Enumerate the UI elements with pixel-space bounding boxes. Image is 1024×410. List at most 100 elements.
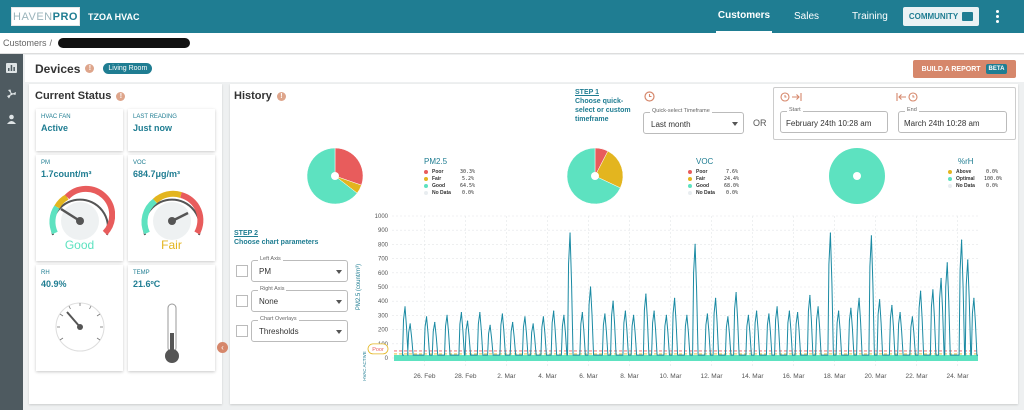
user-icon[interactable] (6, 114, 17, 124)
pm25-peak-point (967, 259, 969, 261)
start-value: February 24th 10:28 am (786, 119, 872, 128)
pm25-peak-point (404, 306, 406, 308)
pm-card: PM 1.7count/m³ Good (36, 155, 123, 261)
x-tick-label: 20. Mar (864, 373, 887, 380)
pie-slice-fair (594, 150, 624, 189)
legend-name: No Data (696, 189, 715, 196)
pm25-peak-point (532, 323, 534, 325)
y-tick-label: 700 (378, 257, 389, 263)
legend-dot-poor (424, 169, 428, 174)
pm25-peak-point (624, 310, 626, 312)
legend-name: Good (432, 182, 446, 189)
chart-overlays-select[interactable]: Chart Overlays Thresholds (251, 316, 348, 342)
pm25-peak-point (542, 316, 544, 318)
pm-gauge (49, 185, 115, 240)
last-reading-card: LAST READING Just now (128, 109, 215, 151)
legend-dot-poor (688, 169, 692, 174)
logo-part1: HAVEN (13, 10, 53, 23)
quick-select-label: Quick-select Timeframe (650, 108, 712, 114)
x-tick-label: 10. Mar (659, 373, 682, 380)
end-value: March 24th 10:28 am (904, 119, 980, 128)
nav-training[interactable]: Training (852, 11, 888, 22)
hvac-fan-card: HVAC FAN Active (36, 109, 123, 151)
pm25-peak-point (489, 324, 491, 326)
legend-dot-nodata (424, 190, 428, 195)
chart-icon[interactable] (6, 63, 17, 73)
pm25-peak-point (694, 243, 696, 245)
collapse-panel-button[interactable]: ‹ (217, 342, 228, 353)
community-button[interactable]: COMMUNITY (903, 7, 979, 26)
room-selector[interactable]: Living Room (103, 63, 153, 74)
voc-legend-title: VOC (696, 157, 714, 166)
quick-select-timeframe[interactable]: Quick-select Timeframe Last month (643, 108, 744, 134)
pm25-peak-point (706, 313, 708, 315)
pm25-peak-point (553, 310, 555, 312)
step2-text: Choose chart parameters (234, 239, 319, 246)
pm25-peak-point (460, 311, 462, 314)
legend-row: Poor 7.6% (688, 168, 738, 175)
temp-value: 21.6ºC (133, 279, 161, 289)
breadcrumb-customers[interactable]: Customers (3, 38, 47, 48)
status-info-icon[interactable]: ! (116, 91, 126, 101)
chevron-down-icon (336, 270, 342, 274)
more-menu-icon[interactable] (996, 10, 999, 23)
pie-center-hole (331, 172, 339, 180)
clock-icon (644, 91, 655, 102)
legend-dot-optimal (948, 176, 952, 181)
legend-dot-good (688, 183, 692, 188)
history-info-icon[interactable]: ! (276, 91, 286, 101)
legend-row: Fair 5.2% (424, 175, 474, 182)
hvac-active-label: HVAC ACTIVE (362, 351, 367, 380)
pm25-peak-point (604, 313, 606, 315)
pm25-peak-point (768, 313, 770, 315)
legend-pct: 0.0% (725, 189, 738, 196)
legend-name: No Data (956, 182, 975, 189)
end-date-field[interactable]: End March 24th 10:28 am (898, 107, 1007, 133)
x-tick-label: 6. Mar (579, 373, 598, 380)
x-tick-label: 24. Mar (946, 373, 969, 380)
pie-center-hole (591, 172, 599, 180)
quick-select-value: Last month (651, 120, 691, 129)
legend-dot-good (424, 183, 428, 188)
pie-slice-poor (334, 147, 364, 186)
x-tick-label: 16. Mar (782, 373, 805, 380)
pm-quality: Good (64, 238, 95, 252)
build-report-button[interactable]: BUILD A REPORT BETA (913, 60, 1016, 78)
legend-pct: 24.4% (724, 175, 740, 182)
nav-sales[interactable]: Sales (794, 11, 820, 22)
havenpro-logo[interactable]: HAVEN PRO (11, 7, 80, 26)
left-axis-icon (236, 265, 248, 277)
pm25-peak-point (434, 321, 436, 324)
pm25-peak-point (747, 314, 749, 316)
rh-legend: %rH Above 0.0% Optimal 100.0% No Data 0.0% (948, 157, 1002, 189)
pm25-peak-point (674, 297, 676, 299)
pm25-peak-point (817, 306, 819, 308)
voc-card: VOC 684.7μg/m³ Fair (128, 155, 215, 261)
chevron-down-icon (336, 330, 342, 334)
y-tick-label: 800 (378, 242, 389, 248)
fan-icon[interactable] (6, 89, 17, 99)
last-reading-label: LAST READING (133, 114, 177, 120)
voc-label: VOC (133, 160, 147, 166)
start-date-field[interactable]: Start February 24th 10:28 am (780, 107, 888, 133)
legend-pct: 30.3% (460, 168, 476, 175)
right-axis-select[interactable]: Right Axis None (251, 286, 348, 312)
pie-center-hole (853, 172, 861, 180)
pm25-peak-point (512, 321, 514, 324)
step2-instructions: STEP 2 Choose chart parameters (234, 229, 318, 247)
left-axis-select[interactable]: Left Axis PM (251, 256, 348, 282)
legend-name: No Data (432, 189, 451, 196)
pm25-peak-point (870, 235, 873, 237)
nav-customers[interactable]: Customers (716, 0, 772, 33)
legend-name: Poor (432, 168, 444, 175)
step1-link[interactable]: STEP 1 (575, 89, 599, 96)
breadcrumb: Customers / (0, 33, 1024, 54)
devices-info-icon[interactable]: ! (85, 64, 95, 73)
rh-pie-chart (829, 148, 885, 204)
pm25-peak-point (466, 320, 469, 322)
rh-card: RH 40.9% (36, 265, 123, 371)
step1-line1: Choose quick- (575, 98, 624, 105)
step2-link[interactable]: STEP 2 (234, 230, 258, 237)
pm25-peak-point (838, 310, 840, 312)
top-bar: HAVEN PRO TZOA HVAC (0, 0, 1024, 33)
